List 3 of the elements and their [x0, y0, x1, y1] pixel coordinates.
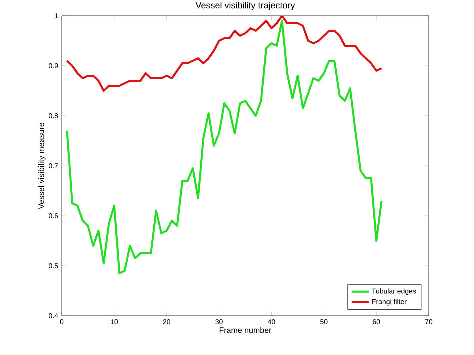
chart-title: Vessel visibility trajectory	[196, 2, 296, 10]
y-axis-title: Vessel visibility measure	[38, 123, 46, 210]
x-axis-title: Frame number	[220, 327, 272, 334]
